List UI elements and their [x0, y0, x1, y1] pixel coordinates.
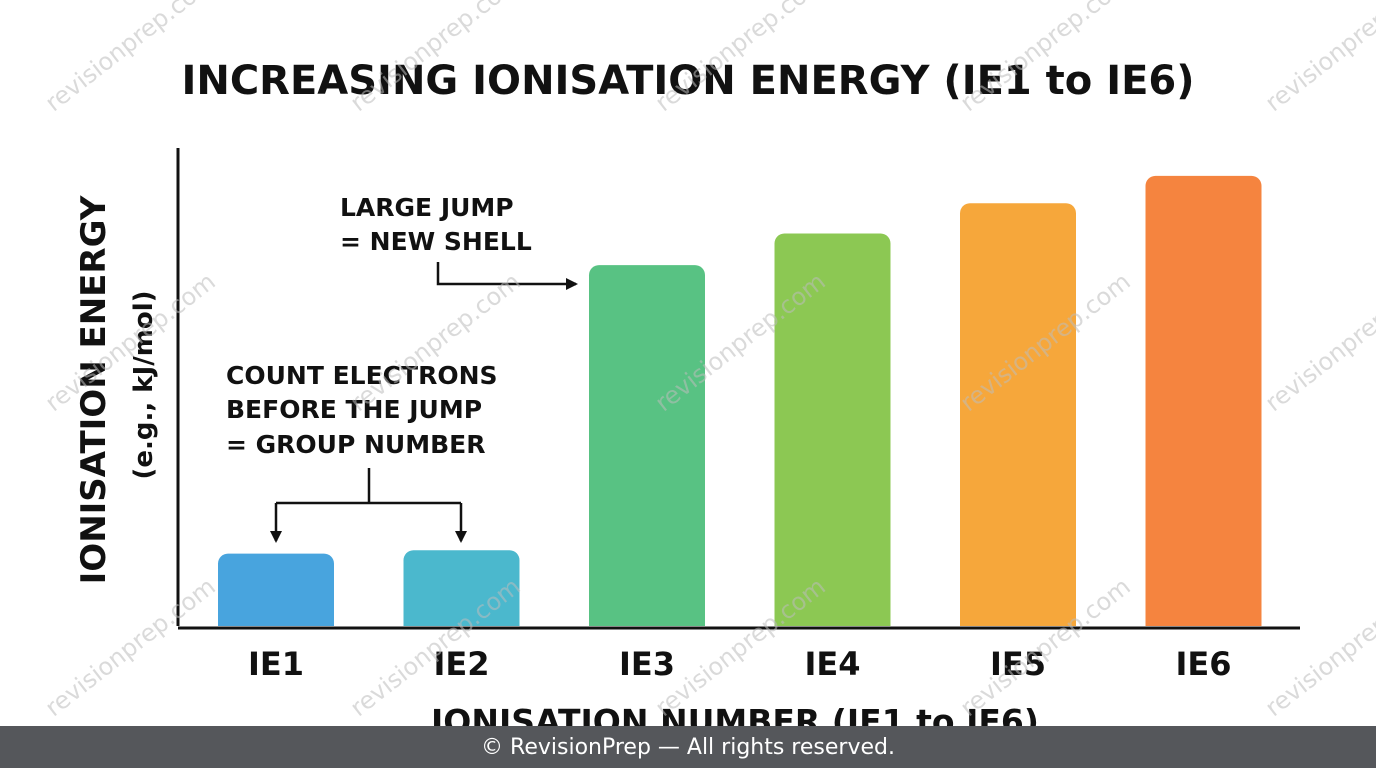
x-tick-label-ie2: IE2: [433, 645, 489, 683]
annotation-large-jump: LARGE JUMP = NEW SHELL: [340, 193, 578, 290]
x-tick-label-ie5: IE5: [990, 645, 1046, 683]
bar-ie5: [960, 203, 1076, 636]
x-tick-labels: IE1 IE2 IE3 IE4 IE5 IE6: [248, 645, 1232, 683]
x-tick-label-ie4: IE4: [804, 645, 860, 683]
copyright-footer: © RevisionPrep — All rights reserved.: [0, 726, 1376, 768]
bar-ie4: [774, 233, 891, 636]
bar-ie3: [589, 265, 705, 636]
annotation-count-electrons-line-1: COUNT ELECTRONS: [226, 361, 498, 390]
annotation-count-electrons-line-3: = GROUP NUMBER: [226, 430, 486, 459]
annotation-large-jump-line-1: LARGE JUMP: [340, 193, 514, 222]
annotation-large-jump-line-2: = NEW SHELL: [340, 227, 532, 256]
y-axis-unit-label: (e.g., kJ/mol): [129, 290, 159, 479]
bar-ie1: [218, 553, 334, 636]
x-tick-label-ie6: IE6: [1175, 645, 1231, 683]
count-electrons-bracket: [276, 468, 461, 505]
x-tick-label-ie3: IE3: [619, 645, 675, 683]
x-tick-label-ie1: IE1: [248, 645, 304, 683]
annotation-count-electrons: COUNT ELECTRONS BEFORE THE JUMP = GROUP …: [226, 361, 498, 543]
chart-title: INCREASING IONISATION ENERGY (IE1 to IE6…: [181, 58, 1194, 104]
y-axis-label: IONISATION ENERGY: [74, 195, 114, 584]
bars-group: [176, 175, 1302, 640]
bar-ie2: [403, 550, 520, 636]
copyright-text: © RevisionPrep — All rights reserved.: [481, 735, 895, 760]
bar-ie6: [1145, 175, 1262, 636]
annotation-count-electrons-line-2: BEFORE THE JUMP: [226, 395, 482, 424]
large-jump-arrow: [436, 262, 578, 290]
